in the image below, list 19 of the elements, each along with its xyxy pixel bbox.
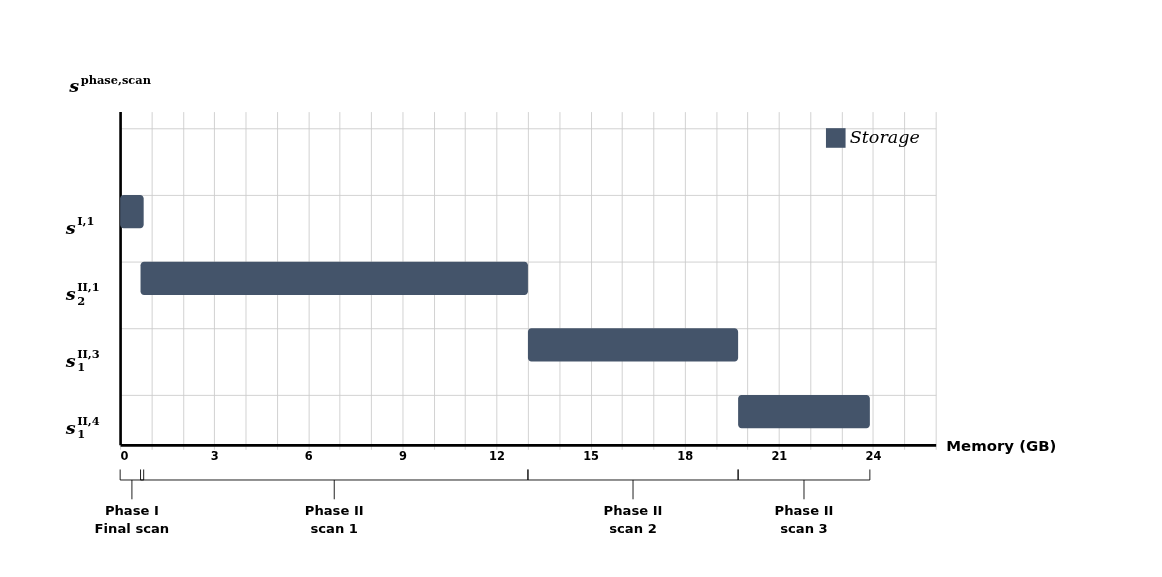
x-tick-label: 0 [120, 449, 129, 464]
x-axis-title: Memory (GB) [946, 437, 1057, 456]
text: Phase II scan 2 [603, 503, 663, 536]
x-tick-label: 6 [304, 449, 313, 464]
x-tick-label: 15 [583, 449, 600, 464]
text: Phase I Final scan [94, 503, 170, 536]
x-tick-label: 9 [398, 449, 407, 464]
bar [120, 194, 144, 229]
legend-label: Storage [849, 127, 920, 148]
x-tick-label: 3 [210, 449, 219, 464]
bar [738, 394, 870, 429]
x-tick-label: 12 [489, 449, 505, 464]
bar [527, 328, 739, 362]
x-tick-label: 24 [865, 449, 882, 464]
text: Phase II scan 3 [774, 503, 834, 536]
text: Phase II scan 1 [304, 503, 364, 536]
bar [140, 261, 528, 295]
x-tick-label: 21 [771, 449, 788, 464]
x-tick-label: 18 [677, 449, 694, 464]
